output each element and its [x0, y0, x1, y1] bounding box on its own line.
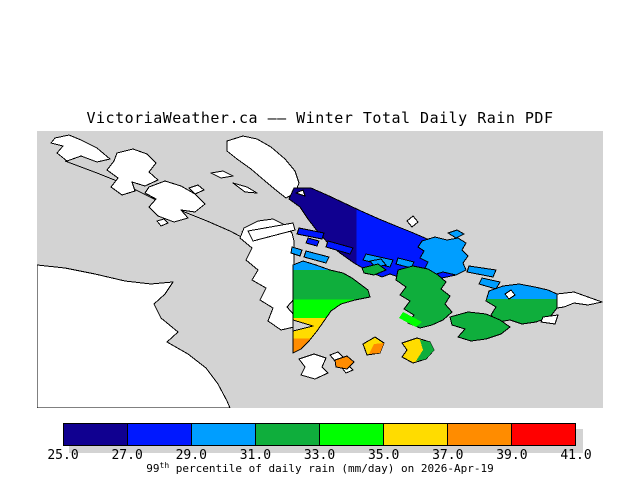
colorbar-segment-37.0-39.0	[448, 424, 512, 445]
islet-yellow-diamond-orange	[369, 343, 384, 354]
notch-triangle	[295, 189, 306, 197]
colorbar-caption: 99th percentile of daily rain (mm/day) o…	[37, 461, 603, 475]
caption-base: 99	[146, 462, 160, 475]
caption-superscript: th	[159, 461, 170, 470]
colorbar-segment-25.0-27.0	[64, 424, 128, 445]
island-thetis-north	[106, 148, 159, 196]
island-thetis-south	[144, 180, 206, 223]
island-northwest	[50, 134, 111, 163]
green-island-main	[395, 265, 453, 329]
islet-cyan-1	[290, 246, 303, 257]
notch-east-white	[540, 314, 559, 325]
colorbar-segment-35.0-37.0	[384, 424, 448, 445]
islet-sliver-2	[232, 182, 258, 194]
cyan-islet-ne	[447, 229, 465, 239]
caption-rest: percentile of daily rain (mm/day) on 202…	[169, 462, 494, 475]
islet-blue-1	[296, 227, 325, 240]
colorbar-segment-29.0-31.0	[192, 424, 256, 445]
colorbar-segment-27.0-29.0	[128, 424, 192, 445]
islet-small-1	[188, 184, 205, 195]
vancouver-island-south	[37, 264, 231, 408]
cyan-spur-3	[466, 265, 497, 278]
islet-orange	[334, 355, 355, 370]
colorbar	[63, 423, 576, 446]
islet-yellow-green-half	[416, 340, 434, 361]
islet-blue-3	[305, 237, 320, 247]
islet-cyan-2	[303, 250, 330, 264]
island-south-1	[298, 353, 329, 380]
bright-green-streak	[399, 312, 422, 327]
page-title: VictoriaWeather.ca —— Winter Total Daily…	[86, 109, 554, 127]
green-island-long	[449, 311, 511, 342]
green-islet-north	[361, 263, 387, 276]
saltspring-nw-gradient	[292, 260, 371, 354]
colorbar-segment-33.0-35.0	[320, 424, 384, 445]
bay-notch	[292, 319, 314, 332]
islet-small-2	[156, 218, 169, 227]
colorbar-segment-31.0-33.0	[256, 424, 320, 445]
islet-sliver-1	[210, 170, 234, 179]
coastal-map	[37, 131, 603, 408]
colorbar-segment-39.0-41.0	[512, 424, 575, 445]
islet-blue-2	[325, 240, 354, 255]
spit-east-white	[556, 291, 603, 309]
lake-diamond-1	[406, 215, 419, 228]
lake-diamond-2	[504, 289, 516, 300]
islet-strip-west	[247, 222, 296, 242]
